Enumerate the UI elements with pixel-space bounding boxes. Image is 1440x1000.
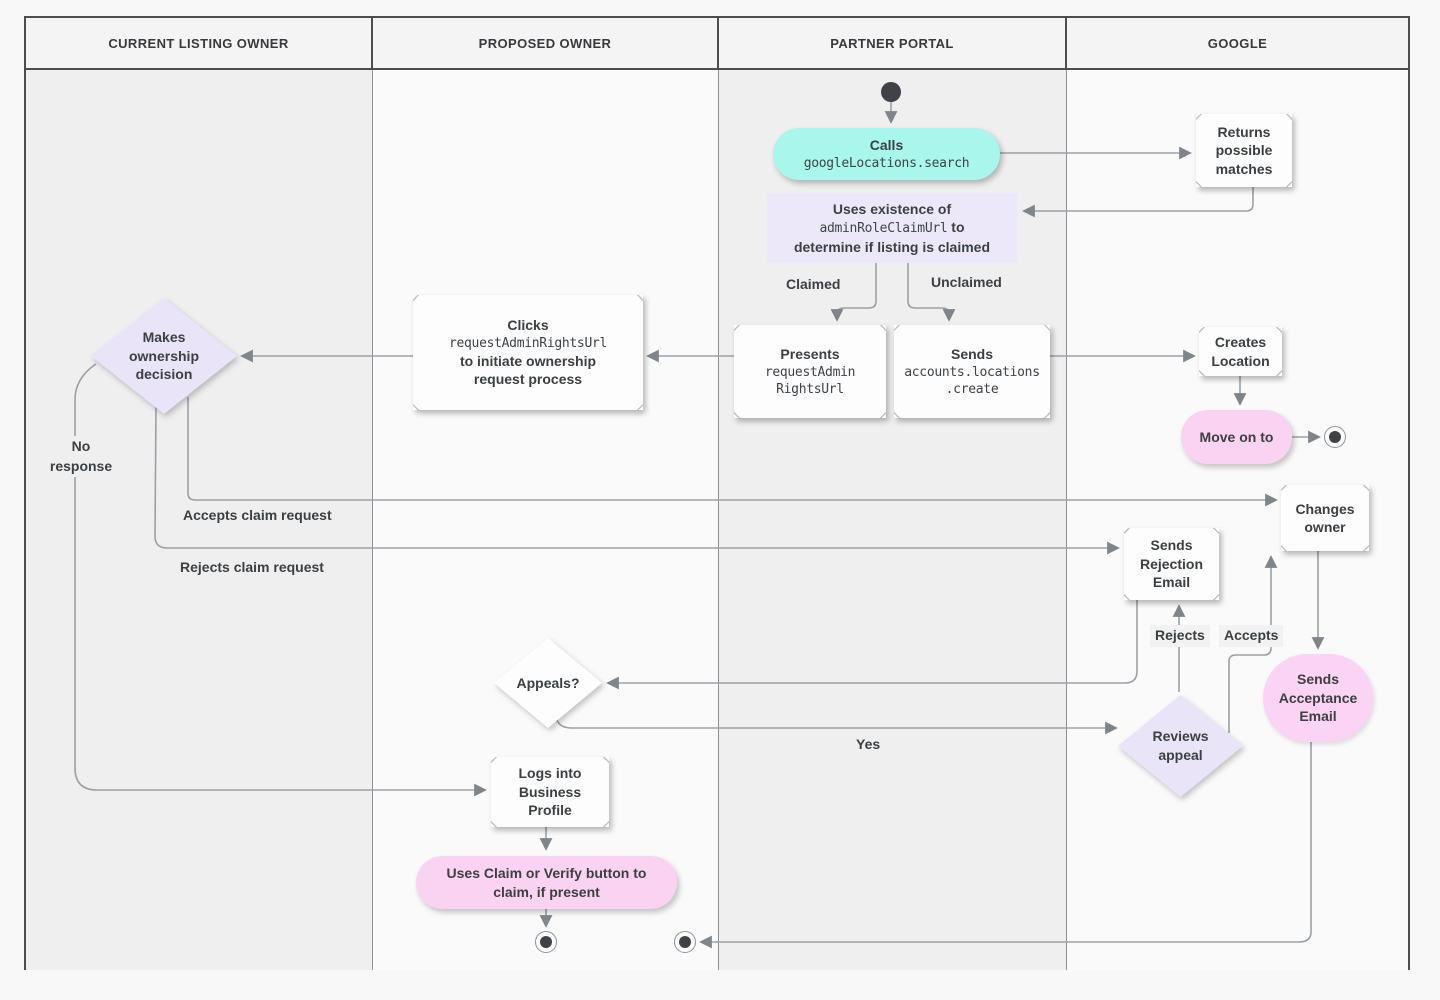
node-code-line2: .create xyxy=(945,381,999,397)
node-code-line2: RightsUrl xyxy=(776,381,844,397)
end-node-create-flow xyxy=(1324,426,1346,448)
node-calls-google-locations-search: Calls googleLocations.search xyxy=(773,128,1000,180)
decision-label: Makes ownership decision xyxy=(128,328,199,383)
node-code-line1: accounts.locations xyxy=(904,364,1040,380)
edge-label-claimed: Claimed xyxy=(781,274,846,296)
node-creates-location: Creates Location xyxy=(1199,327,1282,376)
edge-label-unclaimed: Unclaimed xyxy=(926,272,1007,294)
node-line2: adminRoleClaimUrl to xyxy=(819,218,964,237)
node-uses-claim-or-verify-button: Uses Claim or Verify button to claim, if… xyxy=(416,856,677,909)
node-line2-suffix: to xyxy=(947,219,965,236)
decision-label: Appeals? xyxy=(516,674,580,691)
node-uses-admin-role-claim-url: Uses existence of adminRoleClaimUrl to d… xyxy=(767,193,1017,263)
decision-appeals: Appeals? xyxy=(494,638,602,728)
edge-label-rejects-claim-request: Rejects claim request xyxy=(175,557,329,579)
node-label: Clicks xyxy=(507,317,549,334)
node-label: Sends Acceptance Email xyxy=(1278,671,1358,725)
node-label: Sends xyxy=(950,346,993,363)
diamond-shape: Makes ownership decision xyxy=(91,298,237,414)
edge-label-accepts-claim-request: Accepts claim request xyxy=(178,505,337,527)
lane-header-row: CURRENT LISTING OWNER PROPOSED OWNER PAR… xyxy=(26,18,1408,70)
node-presents-request-admin-rights-url: Presents requestAdmin RightsUrl xyxy=(734,325,886,418)
node-sends-rejection-email: Sends Rejection Email xyxy=(1124,528,1219,600)
diamond-shape: Reviews appeal xyxy=(1118,695,1243,797)
node-returns-possible-matches: Returns possible matches xyxy=(1196,114,1292,187)
node-line1: Uses existence of xyxy=(832,200,952,217)
lane-proposed-owner xyxy=(373,70,719,970)
node-label: Creates Location xyxy=(1211,334,1270,369)
edge-label-no-response: No response xyxy=(36,436,126,478)
node-label: Uses Claim or Verify button to claim, if… xyxy=(446,865,647,900)
node-label: Move on to xyxy=(1199,428,1274,445)
decision-makes-ownership-decision: Makes ownership decision xyxy=(91,298,237,414)
lane-title-google: GOOGLE xyxy=(1067,18,1408,68)
node-label: Returns possible matches xyxy=(1215,123,1273,177)
node-sends-accounts-locations-create: Sends accounts.locations .create xyxy=(894,325,1050,418)
start-node xyxy=(881,82,901,102)
node-code: requestAdminRightsUrl xyxy=(448,335,608,351)
node-rest: to initiate ownership request process xyxy=(459,352,597,388)
node-logs-into-business-profile: Logs into Business Profile xyxy=(491,757,609,827)
node-label: Presents xyxy=(780,346,840,363)
node-changes-owner: Changes owner xyxy=(1281,485,1369,551)
node-move-on-to: Move on to xyxy=(1181,410,1292,464)
node-sends-acceptance-email: Sends Acceptance Email xyxy=(1263,654,1373,742)
decision-reviews-appeal: Reviews appeal xyxy=(1118,695,1243,797)
node-code: adminRoleClaimUrl xyxy=(819,221,948,237)
node-clicks-request-admin-rights-url: Clicks requestAdminRightsUrl to initiate… xyxy=(413,295,643,410)
node-label: Logs into Business Profile xyxy=(518,765,582,819)
node-code: googleLocations.search xyxy=(803,155,970,171)
lane-title-proposed-owner: PROPOSED OWNER xyxy=(373,18,719,68)
lane-title-partner-portal: PARTNER PORTAL xyxy=(719,18,1067,68)
node-label: Calls xyxy=(869,137,904,154)
node-line3: determine if listing is claimed xyxy=(793,238,991,255)
edge-label-rejects: Rejects xyxy=(1150,625,1210,647)
decision-label: Reviews appeal xyxy=(1152,728,1209,763)
edge-label-accepts: Accepts xyxy=(1219,625,1284,647)
end-node-claim-flow xyxy=(535,931,557,953)
diamond-shape: Appeals? xyxy=(494,638,602,728)
node-code-line1: requestAdmin xyxy=(764,364,856,380)
end-node-acceptance-flow xyxy=(674,931,696,953)
lane-title-current-listing-owner: CURRENT LISTING OWNER xyxy=(26,18,373,68)
node-label: Changes owner xyxy=(1295,500,1355,535)
node-label: Sends Rejection Email xyxy=(1139,537,1203,591)
edge-label-yes: Yes xyxy=(851,734,886,756)
